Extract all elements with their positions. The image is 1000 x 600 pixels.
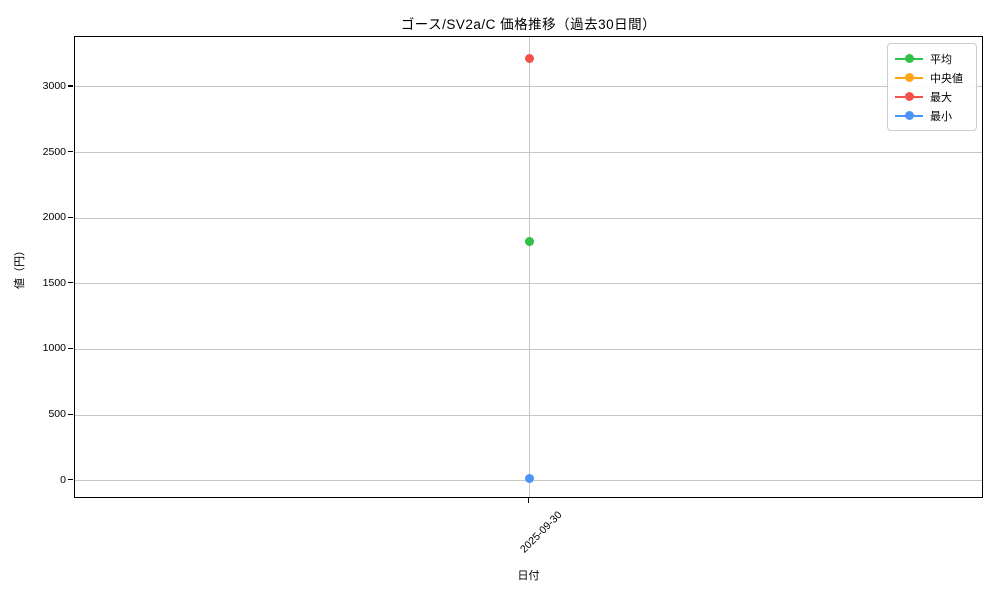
y-tick-mark	[68, 347, 73, 350]
circle-marker-icon	[904, 73, 914, 82]
x-tick-label: 2025-09-30	[518, 509, 565, 556]
circle-marker-icon	[904, 92, 914, 101]
legend-item-min: 最小	[895, 106, 968, 125]
gridline	[529, 37, 530, 497]
y-tick-label: 2500	[42, 145, 66, 158]
legend-marker-max	[895, 92, 923, 101]
y-tick-mark	[68, 216, 73, 218]
legend-marker-mean	[895, 54, 923, 63]
y-tick-mark	[68, 85, 73, 87]
y-tick-mark	[68, 479, 73, 481]
x-axis-label: 日付	[517, 570, 540, 582]
x-tick-mark	[528, 498, 530, 503]
circle-marker-icon	[904, 111, 914, 120]
legend-item-mean: 平均	[895, 49, 968, 68]
data-point-min	[525, 473, 534, 483]
legend: 平均 中央値 最大 最小	[887, 43, 977, 131]
legend-marker-min	[895, 111, 923, 120]
y-tick-label: 1500	[42, 276, 66, 289]
gridline	[75, 283, 982, 285]
gridline	[75, 86, 982, 88]
legend-item-max: 最大	[895, 87, 968, 106]
gridline	[75, 217, 982, 219]
y-tick-label: 2000	[42, 211, 66, 224]
legend-label-median: 中央値	[930, 72, 963, 85]
circle-marker-icon	[904, 54, 914, 63]
y-tick-mark	[68, 413, 73, 415]
y-tick-mark	[68, 282, 73, 284]
legend-marker-median	[895, 73, 923, 82]
legend-label-max: 最大	[930, 91, 952, 104]
chart-title: ゴース/SV2a/C 価格推移（過去30日間）	[400, 17, 657, 32]
gridline	[75, 348, 982, 350]
y-tick-mark	[68, 151, 73, 153]
gridline	[75, 414, 982, 416]
y-tick-label: 500	[48, 408, 66, 420]
y-tick-label: 0	[60, 473, 66, 486]
data-point-max	[525, 53, 534, 63]
y-tick-label: 1000	[42, 342, 66, 355]
y-tick-label: 3000	[42, 79, 66, 92]
legend-item-median: 中央値	[895, 68, 968, 87]
gridline	[75, 152, 982, 153]
plot-area	[74, 36, 983, 498]
legend-label-mean: 平均	[930, 53, 952, 66]
data-point-mean	[525, 237, 534, 247]
legend-label-min: 最小	[930, 110, 952, 123]
